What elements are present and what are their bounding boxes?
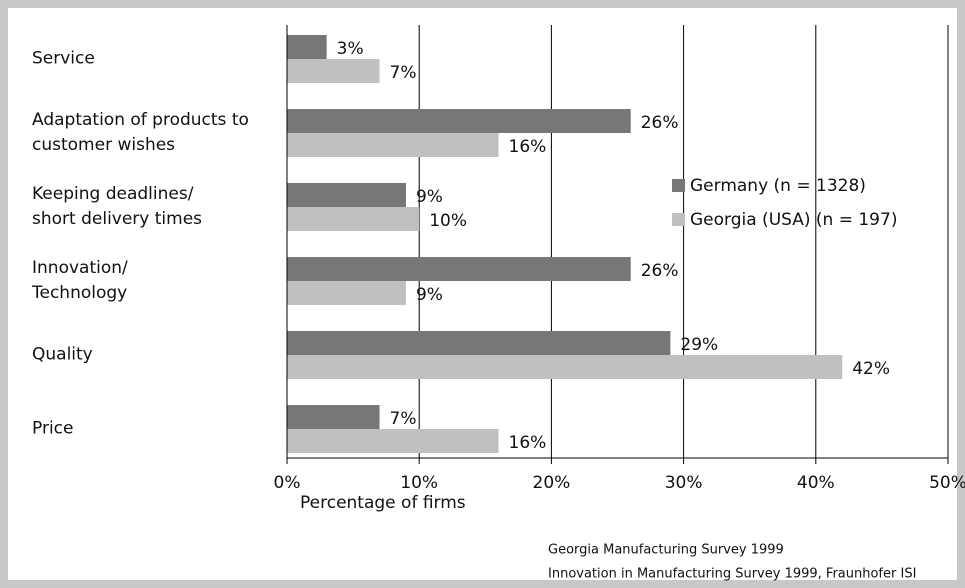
category-label: Price <box>32 418 74 439</box>
category-label: Adaptation of products to customer wishe… <box>32 110 249 155</box>
value-label: 29% <box>680 335 718 355</box>
x-tick-label: 10% <box>400 473 438 493</box>
plot-panel <box>8 8 957 580</box>
category-label: Innovation/ Technology <box>32 258 128 303</box>
x-axis-title: Percentage of firms <box>300 493 466 513</box>
value-label: 7% <box>390 409 417 429</box>
value-label: 9% <box>416 187 443 207</box>
value-label: 42% <box>852 359 890 379</box>
value-label: 16% <box>509 137 547 157</box>
category-label: Quality <box>32 344 93 365</box>
bar <box>287 429 499 453</box>
x-tick-label: 20% <box>533 473 571 493</box>
category-label: Service <box>32 48 95 69</box>
bar <box>287 207 420 231</box>
value-label: 10% <box>429 211 467 231</box>
source-note: Innovation in Manufacturing Survey 1999,… <box>548 567 916 582</box>
legend-label: Germany (n = 1328) <box>690 176 866 196</box>
bar <box>287 35 327 59</box>
legend-swatch <box>672 179 685 192</box>
bar <box>287 281 406 305</box>
bar <box>287 59 380 83</box>
value-label: 3% <box>337 39 364 59</box>
x-tick-label: 40% <box>797 473 835 493</box>
legend-swatch <box>672 213 685 226</box>
bar <box>287 257 631 281</box>
legend-label: Georgia (USA) (n = 197) <box>690 210 897 230</box>
bar <box>287 355 843 379</box>
x-tick-label: 50% <box>929 473 965 493</box>
source-note: Georgia Manufacturing Survey 1999 <box>548 543 784 558</box>
bar <box>287 133 499 157</box>
x-tick-label: 30% <box>665 473 703 493</box>
value-label: 26% <box>641 261 679 281</box>
bar <box>287 183 406 207</box>
category-label: Keeping deadlines/ short delivery times <box>32 184 203 229</box>
value-label: 9% <box>416 285 443 305</box>
value-label: 26% <box>641 113 679 133</box>
x-tick-label: 0% <box>274 473 301 493</box>
value-label: 16% <box>509 433 547 453</box>
value-label: 7% <box>390 63 417 83</box>
bar <box>287 405 380 429</box>
bar <box>287 109 631 133</box>
bar <box>287 331 671 355</box>
